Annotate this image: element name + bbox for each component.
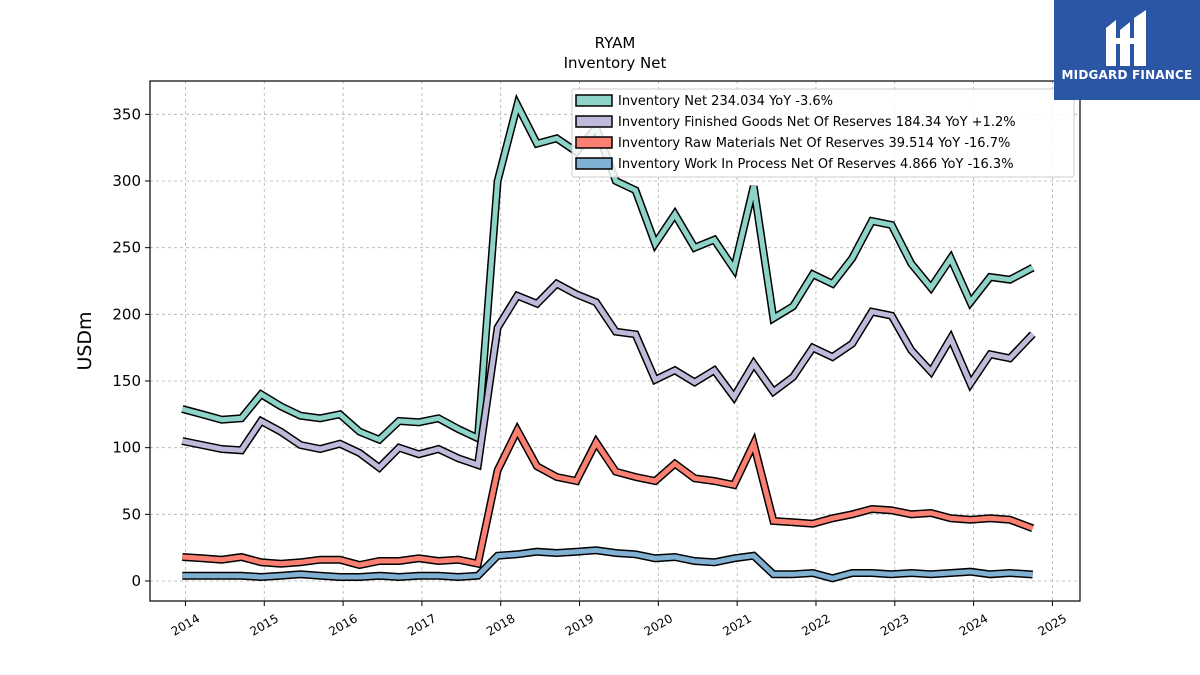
y-tick-label: 0 — [131, 572, 141, 590]
x-tick-label: 2022 — [799, 611, 832, 638]
logo-mark-icon — [1106, 10, 1146, 66]
y-tick-label: 150 — [112, 372, 141, 390]
chart-title: RYAM — [595, 34, 636, 52]
x-tick-label: 2015 — [248, 611, 281, 638]
legend-swatch — [575, 94, 613, 107]
legend-frame — [571, 88, 1075, 178]
series-line — [182, 424, 1034, 568]
logo-text: MIDGARD FINANCE — [1061, 68, 1193, 82]
x-tick-label: 2019 — [563, 611, 596, 638]
y-axis: 0 50 100 150 200 250 300 350 — [112, 105, 150, 590]
legend: Inventory Net 234.034 YoY -3.6% Inventory… — [571, 88, 1075, 178]
x-tick-label: 2014 — [169, 611, 202, 638]
legend-swatch — [575, 136, 613, 149]
legend-entry: Inventory Work In Process Net Of Reserve… — [618, 157, 1014, 172]
x-axis: 2014 2015 2016 2017 2018 2019 2020 2021 2022 2023… — [169, 601, 1069, 639]
legend-swatch — [575, 115, 613, 128]
series-layer — [181, 93, 1036, 583]
x-tick-label: 2023 — [878, 611, 911, 638]
x-tick-label: 2024 — [957, 611, 990, 638]
y-tick-label: 300 — [112, 172, 141, 190]
legend-entry: Inventory Finished Goods Net Of Reserves… — [618, 115, 1016, 130]
legend-swatch — [575, 157, 613, 170]
y-axis-label: USDm — [74, 311, 96, 370]
brand-logo: MIDGARD FINANCE — [1054, 0, 1200, 100]
y-tick-label: 350 — [112, 105, 141, 123]
x-tick-label: 2016 — [326, 611, 359, 638]
legend-entry: Inventory Raw Materials Net Of Reserves … — [618, 136, 1010, 151]
y-tick-label: 100 — [112, 439, 141, 457]
y-tick-label: 200 — [112, 305, 141, 323]
y-tick-label: 250 — [112, 239, 141, 257]
x-tick-label: 2021 — [720, 611, 753, 638]
series-line — [181, 280, 1035, 472]
series-outline — [181, 278, 1036, 473]
legend-entry: Inventory Net 234.034 YoY -3.6% — [618, 94, 833, 109]
series-line — [182, 547, 1033, 581]
x-tick-label: 2017 — [405, 611, 438, 638]
chart-subtitle: Inventory Net — [564, 54, 667, 72]
y-tick-label: 50 — [122, 505, 141, 523]
plot-frame — [149, 80, 1081, 602]
x-tick-label: 2018 — [484, 611, 517, 638]
x-tick-label: 2020 — [642, 611, 675, 638]
x-tick-label: 2025 — [1036, 611, 1069, 638]
